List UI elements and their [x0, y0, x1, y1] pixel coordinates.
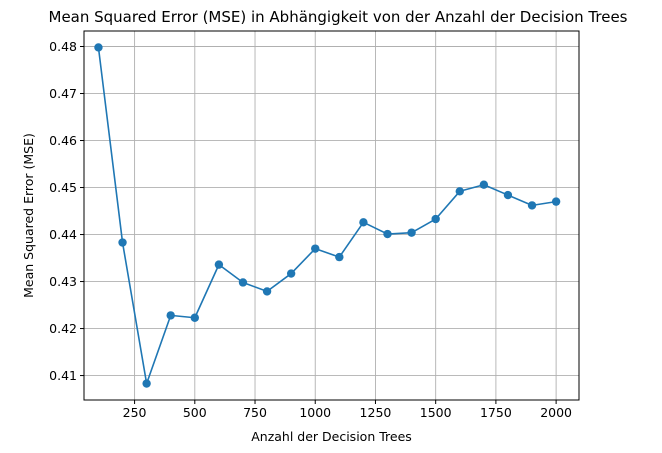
data-point	[238, 278, 248, 287]
data-point	[94, 43, 103, 52]
x-tick-label: 1000	[299, 405, 331, 420]
data-series	[94, 43, 561, 388]
data-point	[118, 238, 127, 247]
x-tick-label: 1750	[480, 405, 512, 420]
data-point	[551, 197, 561, 206]
y-tick-label: 0.41	[49, 368, 77, 383]
data-point	[335, 252, 344, 262]
grid-lines	[84, 31, 579, 400]
x-tick-label: 500	[183, 405, 207, 420]
y-axis-label: Mean Squared Error (MSE)	[21, 133, 36, 298]
data-point	[359, 218, 368, 227]
chart-title: Mean Squared Error (MSE) in Abhängigkeit…	[49, 8, 628, 26]
data-point	[527, 201, 537, 210]
data-point	[166, 311, 175, 320]
y-tick-label: 0.46	[49, 133, 77, 148]
y-tick-label: 0.47	[49, 86, 77, 101]
data-point	[383, 229, 392, 239]
data-point	[311, 244, 320, 253]
data-point	[407, 228, 416, 237]
data-point	[503, 190, 513, 200]
data-point	[214, 260, 224, 269]
y-tick-label: 0.48	[49, 39, 77, 54]
x-tick-label: 750	[243, 405, 267, 420]
y-tick-label: 0.44	[49, 227, 77, 242]
data-point	[479, 180, 489, 189]
y-tick-label: 0.43	[49, 274, 77, 289]
data-point	[142, 379, 151, 388]
x-axis-label: Anzahl der Decision Trees	[251, 429, 412, 444]
x-tick-label: 1500	[420, 405, 452, 420]
mse-series-line	[97, 47, 557, 385]
axis-ticks: 250 500 750 1000 1250 1500 1750 2000 0.41 0.42 0.4…	[49, 39, 572, 420]
data-point	[455, 187, 464, 196]
data-point	[190, 313, 200, 322]
x-tick-label: 1250	[360, 405, 392, 420]
plot-frame	[83, 30, 580, 401]
x-tick-label: 250	[123, 405, 147, 420]
y-tick-label: 0.42	[49, 321, 77, 336]
data-point	[286, 269, 296, 278]
data-point	[262, 287, 272, 296]
data-point	[431, 214, 440, 224]
x-tick-label: 2000	[540, 405, 572, 420]
y-tick-label: 0.45	[49, 180, 77, 195]
